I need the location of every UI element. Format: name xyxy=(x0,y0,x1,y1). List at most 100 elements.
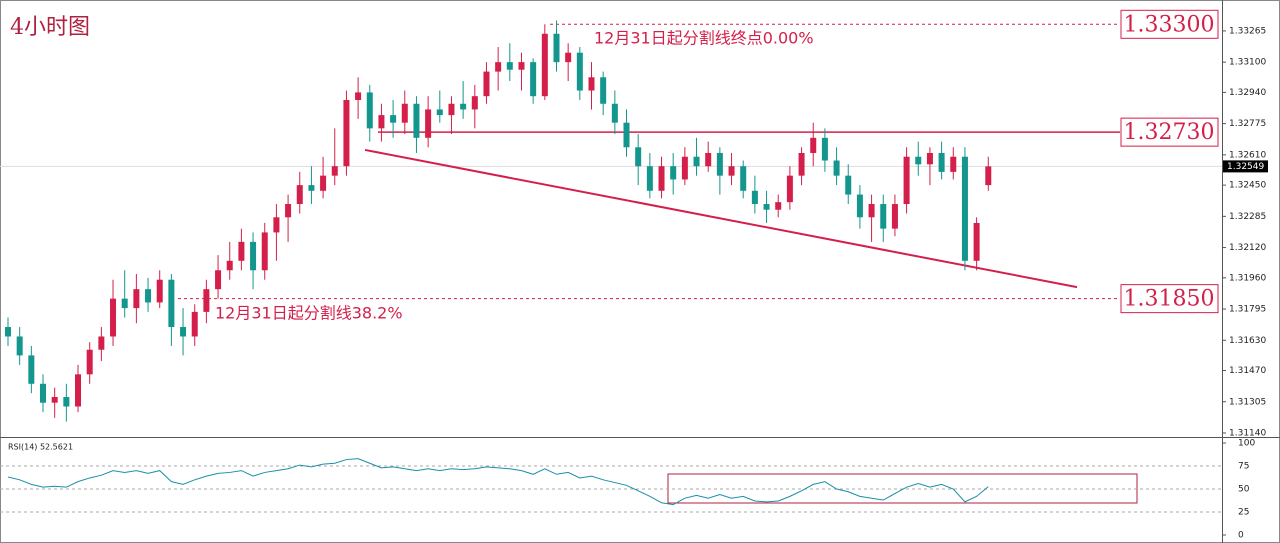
candle-body xyxy=(670,166,677,180)
candle-body xyxy=(413,103,420,138)
candle-body xyxy=(868,204,875,218)
candle-body xyxy=(460,103,467,110)
candle-body xyxy=(763,204,770,210)
candle-body xyxy=(740,166,747,191)
candle-body xyxy=(635,147,642,167)
candle-body xyxy=(483,71,490,97)
candle-body xyxy=(728,166,735,176)
candle-body xyxy=(506,62,513,70)
rsi-label: RSI(14) 52.5621 xyxy=(8,443,73,452)
candle-body xyxy=(553,33,560,63)
candle-body xyxy=(378,115,385,129)
y-tick-label: 1.32610 xyxy=(1229,150,1266,160)
candle-body xyxy=(215,270,222,290)
level-label: 1.31850 xyxy=(1124,287,1215,312)
candle-body xyxy=(576,52,583,91)
candle-body xyxy=(121,298,128,309)
candle-body xyxy=(880,204,887,229)
level-box xyxy=(1120,117,1219,147)
candle-body xyxy=(16,336,23,356)
candle-body xyxy=(751,190,758,205)
candle-body xyxy=(226,260,233,271)
candle-body xyxy=(926,152,933,165)
y-tick-label: 1.32450 xyxy=(1229,181,1266,191)
candle-body xyxy=(355,92,362,100)
candle-body xyxy=(705,152,712,167)
level-label: 1.33300 xyxy=(1124,12,1215,37)
candle-body xyxy=(658,166,665,191)
rsi-tick-label: 75 xyxy=(1238,462,1249,472)
y-tick-label: 1.32285 xyxy=(1229,212,1266,222)
annotation: 12月31日起分割线38.2% xyxy=(215,304,403,323)
candle-body xyxy=(98,336,105,350)
candle-body xyxy=(611,103,618,123)
candle-body xyxy=(681,156,688,180)
candle-body xyxy=(156,279,163,303)
y-tick-label: 1.31305 xyxy=(1229,397,1266,407)
candle-body xyxy=(75,374,82,407)
candle-body xyxy=(238,241,245,261)
candle-body xyxy=(471,96,478,110)
chart-title: 4小时图 xyxy=(10,15,90,40)
current-price-label: 1.32549 xyxy=(1227,162,1264,172)
candle-body xyxy=(600,77,607,104)
candle-body xyxy=(145,289,152,303)
current-price-box xyxy=(1223,160,1268,173)
candle-body xyxy=(716,152,723,176)
y-tick-label: 1.32120 xyxy=(1229,243,1266,253)
candle-body xyxy=(343,99,350,167)
candle-body xyxy=(798,152,805,176)
annotation: 12月31日起分割线终点0.00% xyxy=(594,29,814,48)
trendline xyxy=(364,148,1078,289)
candle-body xyxy=(530,62,537,97)
candle-body xyxy=(86,349,93,375)
y-tick-label: 1.33265 xyxy=(1229,26,1266,36)
level-label: 1.32730 xyxy=(1124,120,1215,145)
y-tick-label: 1.33100 xyxy=(1229,58,1266,68)
candle-body xyxy=(366,92,373,129)
y-tick-label: 1.31470 xyxy=(1229,366,1266,376)
y-tick-label: 1.32940 xyxy=(1229,88,1266,98)
candle-body xyxy=(390,115,397,123)
candle-body xyxy=(985,166,992,186)
candle-body xyxy=(973,222,980,261)
candle-body xyxy=(961,156,968,261)
candle-body xyxy=(63,397,70,407)
candle-body xyxy=(28,355,35,384)
candle-body xyxy=(495,62,502,72)
candle-body xyxy=(565,52,572,63)
candle-body xyxy=(331,166,338,176)
candle-body xyxy=(436,109,443,116)
candle-body xyxy=(320,175,327,191)
candle-body xyxy=(938,152,945,172)
level-box xyxy=(1120,9,1219,39)
candle-body xyxy=(856,194,863,218)
rsi-tick-label: 50 xyxy=(1238,485,1250,495)
y-tick-label: 1.31140 xyxy=(1229,428,1266,438)
candle-body xyxy=(623,122,630,148)
candle-body xyxy=(191,311,198,337)
candle-body xyxy=(261,232,268,271)
y-tick-label: 1.31630 xyxy=(1229,336,1266,346)
candle-body xyxy=(588,77,595,91)
candle-body xyxy=(40,383,47,403)
y-tick-label: 1.31960 xyxy=(1229,273,1266,283)
candle-body xyxy=(833,160,840,176)
y-tick-label: 1.32775 xyxy=(1229,119,1266,129)
candle-body xyxy=(693,156,700,167)
candle-body xyxy=(775,202,782,210)
candle-body xyxy=(448,103,455,116)
candle-body xyxy=(950,156,957,172)
candle-body xyxy=(401,103,408,123)
candle-body xyxy=(891,204,898,229)
candle-body xyxy=(518,62,525,70)
rsi-tick-label: 25 xyxy=(1238,508,1249,518)
candle-body xyxy=(786,175,793,203)
candle-body xyxy=(915,156,922,165)
candle-body xyxy=(541,33,548,97)
candle-body xyxy=(250,241,257,271)
candle-body xyxy=(180,327,187,337)
candle-body xyxy=(425,109,432,138)
rsi-tick-label: 100 xyxy=(1238,439,1255,449)
